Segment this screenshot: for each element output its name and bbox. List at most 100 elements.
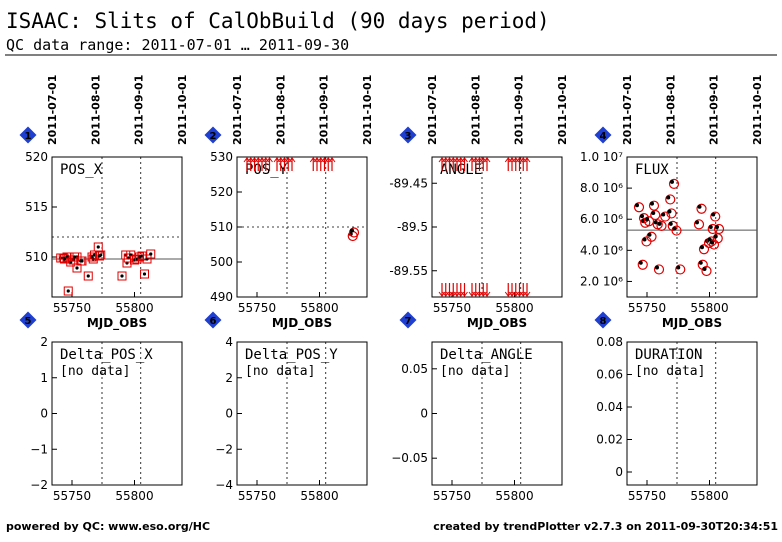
date-tick-label: 2011-09-01 bbox=[708, 75, 721, 145]
panel-number-marker bbox=[594, 311, 612, 329]
data-point-center bbox=[695, 220, 699, 225]
data-point-center bbox=[99, 253, 103, 257]
y-tick-label: 530 bbox=[210, 150, 233, 164]
panel-title: Delta_POS_Y bbox=[245, 347, 338, 363]
x-tick-label: 55750 bbox=[433, 489, 471, 503]
data-point bbox=[140, 269, 149, 279]
data-point bbox=[707, 223, 718, 235]
y-tick-label: −1 bbox=[30, 442, 48, 456]
data-point bbox=[117, 271, 127, 281]
x-tick-label: 55800 bbox=[495, 489, 533, 503]
data-point bbox=[637, 259, 648, 270]
data-point bbox=[710, 211, 721, 222]
x-tick-label: 55750 bbox=[53, 489, 91, 503]
date-tick-label: 2011-08-01 bbox=[274, 75, 287, 145]
lower-limit-arrow bbox=[461, 291, 468, 297]
data-point-center bbox=[645, 217, 649, 222]
panel-number-marker bbox=[399, 311, 417, 329]
x-tick-label: 55800 bbox=[495, 301, 533, 315]
data-point-center bbox=[666, 195, 671, 200]
panel-note: [no data] bbox=[245, 364, 315, 379]
y-tick-label: 0.06 bbox=[596, 368, 623, 382]
report-title: ISAAC: Slits of CalObBuild (90 days peri… bbox=[6, 9, 550, 33]
data-point bbox=[83, 271, 93, 281]
data-point-center bbox=[66, 289, 70, 293]
data-point-center bbox=[711, 212, 716, 217]
lower-limit-arrow bbox=[523, 291, 531, 297]
data-point bbox=[650, 209, 661, 221]
y-tick-label: 510 bbox=[210, 220, 233, 234]
data-point-center bbox=[638, 260, 643, 265]
panel-note: [no data] bbox=[440, 364, 510, 379]
data-point bbox=[643, 216, 655, 227]
y-tick-label: 2.0 10⁶ bbox=[580, 274, 623, 288]
data-point-center bbox=[72, 255, 77, 259]
y-tick-label: 6.0 10⁶ bbox=[580, 212, 623, 226]
panel-number: 7 bbox=[405, 316, 412, 327]
panel-number-marker bbox=[204, 126, 222, 144]
data-point-center bbox=[702, 267, 707, 271]
panel-note: [no data] bbox=[635, 364, 705, 379]
x-tick-label: 55800 bbox=[300, 489, 338, 503]
panel-2: 2 2011-07-01 2011-08-01 2011-09-01 2011-10-0… bbox=[204, 75, 374, 331]
panel-number: 2 bbox=[210, 131, 217, 142]
panel-number-marker bbox=[204, 311, 222, 329]
data-point-center bbox=[149, 252, 153, 256]
y-tick-label: 0.04 bbox=[596, 400, 623, 414]
panel-7: 7 55750 55800 0.05 0 −0.05 Delta_ANGLE[no data… bbox=[391, 311, 563, 503]
y-tick-label: 8.0 10⁶ bbox=[580, 181, 623, 195]
y-tick-label: 4.0 10⁶ bbox=[580, 243, 623, 257]
data-point-center bbox=[62, 257, 67, 261]
y-tick-label: −4 bbox=[215, 478, 233, 492]
data-point-center bbox=[75, 266, 79, 270]
panel-number: 4 bbox=[600, 131, 607, 142]
data-point-center bbox=[698, 260, 703, 265]
y-tick-label: 2 bbox=[40, 335, 48, 349]
y-tick-label: 500 bbox=[210, 255, 233, 269]
data-point bbox=[653, 264, 665, 275]
data-point bbox=[671, 225, 682, 236]
data-point-center bbox=[120, 274, 124, 278]
panel-4: 4 2011-07-01 2011-08-01 2011-09-01 2011-10-0… bbox=[580, 75, 764, 331]
data-point bbox=[668, 178, 680, 189]
x-tick-label: 55750 bbox=[433, 301, 471, 315]
x-tick-label: 55750 bbox=[53, 301, 91, 315]
data-point bbox=[665, 194, 676, 205]
y-tick-label: 0 bbox=[615, 465, 623, 479]
data-point bbox=[693, 219, 705, 230]
date-tick-label: 2011-10-01 bbox=[176, 75, 189, 145]
date-tick-label: 2011-07-01 bbox=[46, 75, 59, 145]
y-tick-label: 2 bbox=[225, 371, 233, 385]
data-point-center bbox=[672, 226, 677, 231]
panel-note: [no data] bbox=[60, 364, 130, 379]
report-subtitle: QC data range: 2011-07-01 … 2011-09-30 bbox=[6, 36, 349, 54]
y-tick-label: −2 bbox=[30, 478, 48, 492]
data-point-center bbox=[350, 228, 354, 233]
panel-number: 6 bbox=[210, 316, 217, 327]
data-point bbox=[656, 220, 667, 231]
data-point bbox=[701, 265, 712, 277]
panel-number: 8 bbox=[600, 316, 607, 327]
x-tick-label: 55800 bbox=[690, 301, 728, 315]
date-tick-label: 2011-10-01 bbox=[361, 75, 374, 145]
upper-limit-arrow bbox=[288, 157, 296, 163]
data-point-center bbox=[697, 204, 702, 209]
x-tick-label: 55750 bbox=[628, 301, 666, 315]
panel-3: 3 2011-07-01 2011-08-01 2011-09-01 2011-10-0… bbox=[389, 75, 569, 331]
y-tick-label: -89.5 bbox=[397, 220, 428, 234]
panel-8: 8 55750 55800 0.08 0.06 0.04 0.02 0 DURATION[no … bbox=[594, 311, 758, 503]
data-point bbox=[146, 249, 156, 259]
data-point-center bbox=[642, 237, 647, 242]
y-tick-label: 515 bbox=[25, 200, 48, 214]
date-tick-label: 2011-10-01 bbox=[556, 75, 569, 145]
date-tick-label: 2011-08-01 bbox=[469, 75, 482, 145]
panel-title: POS_X bbox=[60, 162, 103, 178]
data-point bbox=[132, 254, 142, 264]
data-point-center bbox=[670, 179, 674, 184]
panel-number-marker bbox=[594, 126, 612, 144]
data-point bbox=[123, 253, 133, 263]
data-point bbox=[666, 208, 677, 219]
y-tick-label: 0.08 bbox=[596, 335, 623, 349]
y-tick-label: 1 bbox=[40, 371, 48, 385]
data-point-center bbox=[707, 237, 712, 242]
